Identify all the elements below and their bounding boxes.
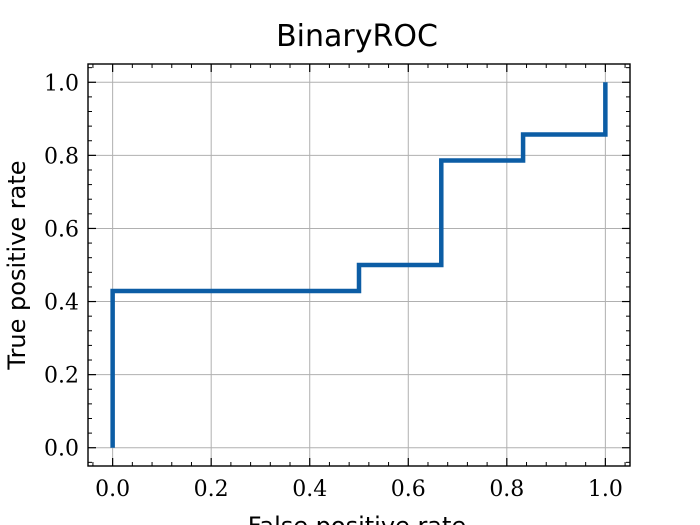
y-tick-label: 0.0	[44, 437, 79, 462]
x-tick-label: 0.0	[95, 477, 130, 502]
y-tick-label: 0.2	[44, 364, 79, 389]
series-layer	[110, 82, 608, 448]
ticks	[88, 64, 630, 466]
x-tick-label: 0.2	[194, 477, 229, 502]
x-axis-label: False positive rate	[248, 512, 466, 525]
x-tick-label: 1.0	[588, 477, 623, 502]
y-tick-label: 0.8	[44, 144, 79, 169]
roc-curve-line	[110, 82, 608, 448]
x-tick-label: 0.8	[489, 477, 524, 502]
y-axis-label: True positive rate	[3, 160, 31, 370]
tick-labels: 0.0 0.2 0.4 0.6 0.8 1.0 0.0 0.2 0.4 0.6 0.8 1.0	[44, 71, 623, 502]
y-tick-label: 0.4	[44, 291, 79, 316]
y-tick-label: 0.6	[44, 217, 79, 242]
x-tick-label: 0.4	[292, 477, 327, 502]
plot-frame	[87, 63, 631, 467]
y-tick-label: 1.0	[44, 71, 79, 96]
chart-title: BinaryROC	[276, 19, 438, 54]
x-tick-label: 0.6	[391, 477, 426, 502]
